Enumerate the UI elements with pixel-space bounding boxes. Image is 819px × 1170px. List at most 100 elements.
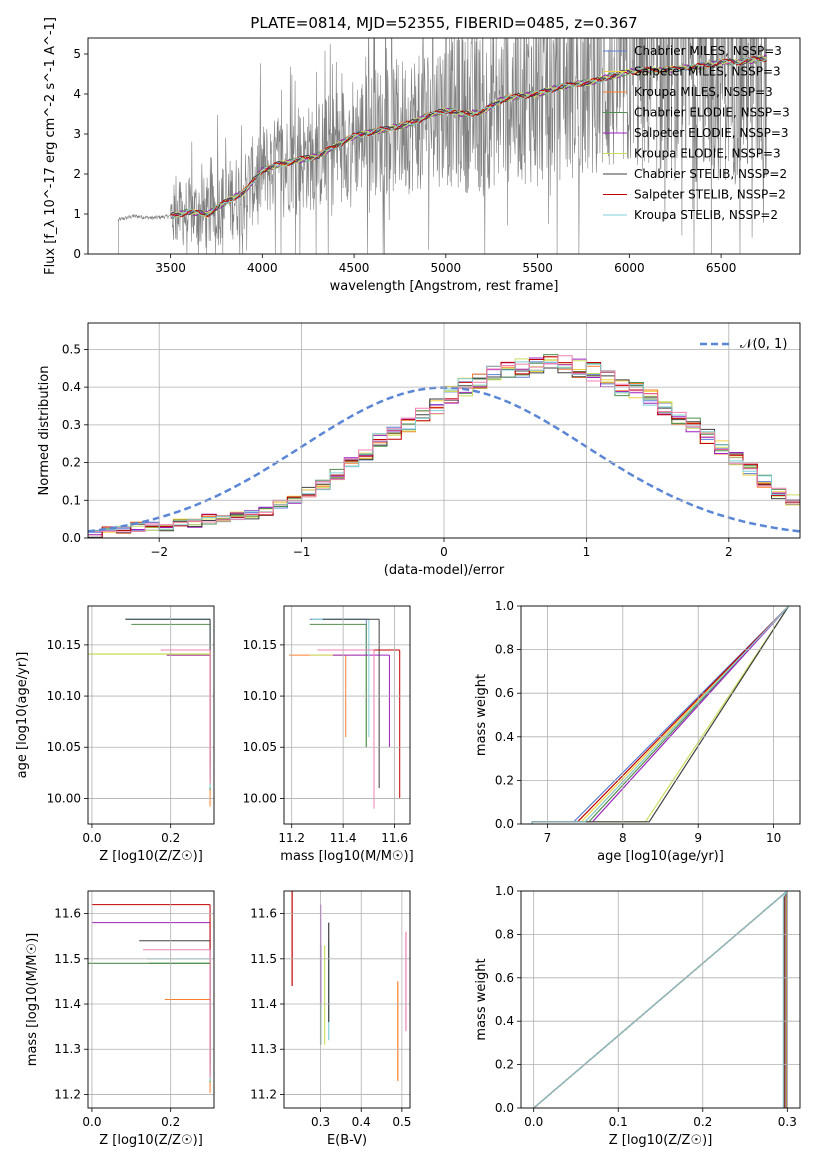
model-spectrum-line — [170, 57, 767, 218]
residuals-frame — [87, 322, 801, 539]
residuals-tick-label-x: −1 — [293, 545, 311, 559]
agez-tick-label-y: 10.05 — [47, 740, 81, 754]
legend-entry-label: Salpeter STELIB, NSSP=2 — [634, 188, 786, 202]
cumulative-mass-weight-line — [531, 606, 790, 824]
massz-plot-area — [88, 904, 211, 1094]
legend-entry-label: Kroupa MILES, NSSP=3 — [634, 85, 773, 99]
cumulative-mass-weight-line — [533, 891, 788, 1108]
mass-vs-ebv-panel: 0.3 0.4 0.5 11.2 11.3 11.4 11.5 11.6 E(B-V) — [250, 890, 411, 1148]
massebv-tick-label-y: 11.4 — [250, 997, 277, 1011]
legend-entry-label: Kroupa ELODIE, NSSP=3 — [634, 147, 781, 161]
mwz-tick-label-x: 0.1 — [609, 1115, 628, 1129]
massebv-tick-label-x: 0.3 — [311, 1115, 330, 1129]
cumulative-mass-weight-line — [531, 606, 790, 824]
massz-tick-label-y: 11.6 — [54, 907, 81, 921]
mwz-xlabel: Z [log10(Z/Z☉)] — [609, 1133, 713, 1148]
massz-tick-label-x: 0.0 — [82, 1115, 101, 1129]
residuals-tick-label-x: −2 — [150, 545, 168, 559]
spectrum-panel: 3500 4000 4500 5000 5500 6000 6500 0 1 2 3 4 5 wavele… — [43, 17, 801, 294]
mwage-tick-label-x: 8 — [619, 831, 627, 845]
spectrum-ylabel: Flux [f_λ 10^-17 erg cm^-2 s^-1 A^-1] — [43, 17, 58, 275]
spectrum-tick-label-x: 5500 — [522, 261, 553, 275]
residuals-tick-label-y: 0.3 — [62, 418, 81, 432]
mwage-xlabel: age [log10(age/yr)] — [597, 849, 724, 864]
cumulative-mass-weight-line — [531, 606, 790, 824]
mwz-tick-label-y: 1.0 — [495, 884, 514, 898]
model-spectrum-line — [170, 56, 767, 218]
spectrum-tick-label-x: 4000 — [247, 261, 278, 275]
agemass-tick-label-y: 10.05 — [243, 740, 277, 754]
cumulative-mass-weight-line — [531, 606, 790, 824]
agez-tick-label-y: 10.00 — [47, 791, 81, 805]
agemass-plot-area — [289, 618, 401, 809]
model-spectrum-line — [170, 55, 767, 217]
residuals-panel: −2 −1 0 1 2 0.0 0.1 0.2 0.3 0.4 0.5 (data-model)/er… — [37, 322, 801, 578]
spectrum-tick-label-y: 2 — [73, 167, 81, 181]
mwage-tick-label-y: 0.2 — [495, 773, 514, 787]
mwz-tick-label-y: 0.0 — [495, 1101, 514, 1115]
legend-entry-label: Salpeter MILES, NSSP=3 — [634, 65, 781, 79]
mass-vs-metallicity-panel: 0.0 0.2 11.2 11.3 11.4 11.5 11.6 Z [log10(Z/Z☉)… — [25, 890, 215, 1148]
agemass-tick-label-y: 10.10 — [243, 689, 277, 703]
residuals-ylabel: Normed distribution — [37, 366, 52, 496]
massz-xlabel: Z [log10(Z/Z☉)] — [99, 1133, 203, 1148]
spectrum-frame — [87, 37, 801, 255]
age-vs-metallicity-panel: 0.0 0.2 10.00 10.05 10.10 10.15 Z [log10(Z/Z☉)… — [15, 605, 215, 864]
agemass-tick-label-x: 11.2 — [278, 831, 305, 845]
massebv-tick-label-y: 11.2 — [250, 1087, 277, 1101]
massz-tick-label-y: 11.3 — [54, 1042, 81, 1056]
spectrum-tick-label-y: 1 — [73, 207, 81, 221]
massebv-tick-label-y: 11.3 — [250, 1042, 277, 1056]
mwz-ylabel: mass weight — [474, 958, 489, 1040]
agez-tick-label-x: 0.2 — [161, 831, 180, 845]
mass-weight-vs-age-panel: 7 8 9 10 0.0 0.2 0.4 0.6 0.8 1.0 age [log10(age/yr… — [474, 599, 801, 864]
spectrum-tick-label-y: 4 — [73, 87, 81, 101]
spectrum-tick-label-x: 6000 — [614, 261, 645, 275]
cumulative-mass-weight-line — [531, 606, 790, 824]
residuals-tick-label-x: 0 — [440, 545, 448, 559]
massebv-plot-area — [291, 891, 407, 1081]
massebv-tick-label-x: 0.4 — [352, 1115, 371, 1129]
massz-tick-label-x: 0.2 — [161, 1115, 180, 1129]
histogram-step — [88, 367, 800, 538]
spectrum-xlabel: wavelength [Angstrom, rest frame] — [330, 279, 559, 294]
residuals-tick-label-y: 0.2 — [62, 456, 81, 470]
agez-tick-label-y: 10.15 — [47, 638, 81, 652]
residuals-tick-label-x: 2 — [725, 545, 733, 559]
spectrum-tick-label-x: 3500 — [155, 261, 186, 275]
mwage-frame — [520, 605, 801, 825]
spectrum-tick-label-y: 3 — [73, 127, 81, 141]
mwage-tick-label-y: 0.0 — [495, 817, 514, 831]
agemass-tick-label-x: 11.4 — [330, 831, 357, 845]
legend-entry-label: Salpeter ELODIE, NSSP=3 — [634, 126, 789, 140]
residuals-tick-label-y: 0.0 — [62, 531, 81, 545]
cumulative-mass-weight-line — [531, 606, 790, 824]
residuals-tick-label-x: 1 — [583, 545, 591, 559]
observed-spectrum-line — [118, 38, 767, 254]
cumulative-mass-weight-line — [531, 606, 790, 824]
residuals-tick-label-y: 0.1 — [62, 493, 81, 507]
mwz-plot-area — [533, 891, 788, 1108]
agemass-tick-label-x: 11.6 — [381, 831, 408, 845]
model-spectrum-line — [170, 57, 767, 219]
legend-entry-label: Kroupa STELIB, NSSP=2 — [634, 208, 778, 222]
massebv-tick-label-x: 0.5 — [392, 1115, 411, 1129]
mwage-tick-label-y: 0.8 — [495, 643, 514, 657]
mwage-tick-label-y: 0.6 — [495, 686, 514, 700]
mwage-tick-label-x: 10 — [766, 831, 781, 845]
cumulative-mass-weight-line — [531, 606, 790, 824]
residuals-xlabel: (data-model)/error — [384, 563, 505, 578]
legend-entry-label: Chabrier MILES, NSSP=3 — [634, 44, 782, 58]
mwz-frame — [520, 890, 801, 1109]
agez-tick-label-y: 10.10 — [47, 689, 81, 703]
spectrum-tick-label-x: 5000 — [431, 261, 462, 275]
massebv-tick-label-y: 11.6 — [250, 907, 277, 921]
spectrum-tick-label-x: 6500 — [706, 261, 737, 275]
residuals-tick-label-y: 0.5 — [62, 342, 81, 356]
mass-weight-vs-metallicity-panel: 0.0 0.1 0.2 0.3 0.0 0.2 0.4 0.6 0.8 1.0 Z [log10(Z… — [474, 884, 801, 1148]
agez-plot-area — [88, 618, 211, 807]
legend-entry-label: 𝒩(0, 1) — [740, 337, 787, 352]
massebv-tick-label-y: 11.5 — [250, 952, 277, 966]
massz-tick-label-y: 11.2 — [54, 1087, 81, 1101]
massz-frame — [87, 890, 215, 1109]
